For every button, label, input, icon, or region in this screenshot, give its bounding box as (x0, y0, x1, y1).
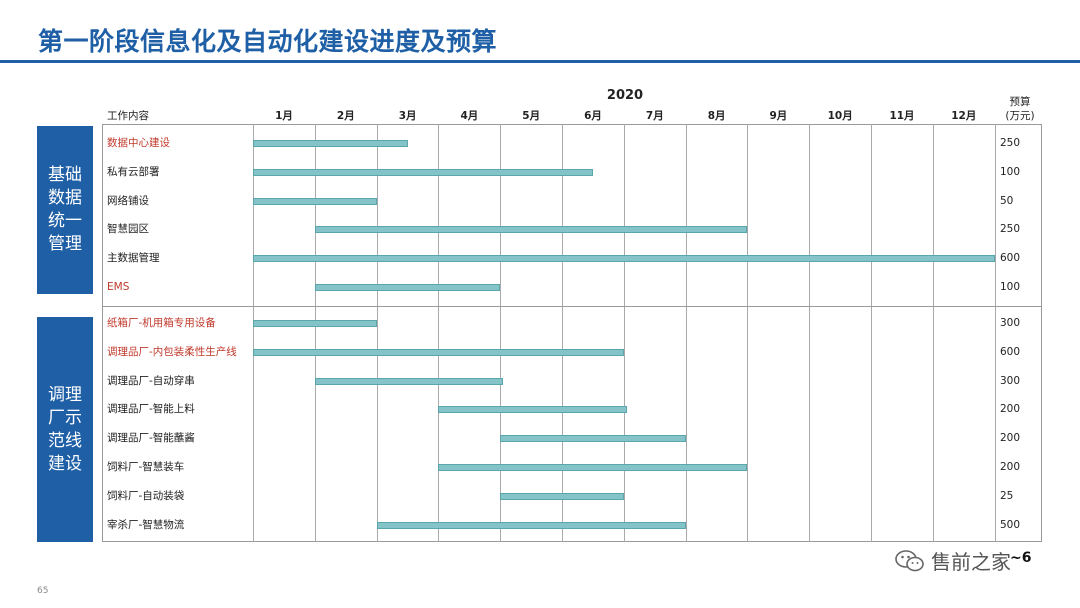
page-number: 65 (37, 586, 49, 596)
budget-value: 300 (1000, 374, 1021, 387)
budget-header-line1: 预算 (1009, 96, 1031, 108)
budget-value: 500 (1000, 518, 1021, 531)
gantt-bar (500, 435, 686, 443)
task-label: 调理品厂-智能上料 (107, 403, 195, 416)
group-label-foundation-data: 基础数据统一管理 (37, 126, 93, 294)
task-label: 饲料厂-自动装袋 (107, 489, 185, 502)
grid-vline (624, 124, 625, 542)
budget-value: 25 (1000, 489, 1014, 502)
gantt-bar (253, 255, 995, 263)
total-budget: ~6 (1010, 550, 1032, 566)
gantt-bar (500, 492, 624, 500)
gantt-bar (314, 284, 501, 291)
gantt-bar (438, 464, 748, 471)
gantt-bar (253, 197, 377, 205)
budget-value: 250 (1000, 137, 1021, 149)
gantt-bar (253, 320, 377, 327)
grid-vline (562, 124, 563, 542)
task-label: 调理品厂-内包装柔性生产线 (107, 345, 237, 358)
gantt-bar (253, 168, 593, 176)
grid-vline (253, 124, 254, 542)
budget-value: 100 (1000, 281, 1021, 293)
budget-value: 300 (1000, 317, 1021, 329)
task-label: 调理品厂-智能蘸酱 (107, 432, 195, 445)
month-header: 12月 (951, 110, 977, 122)
task-label: 私有云部署 (107, 165, 160, 178)
grid-vline (377, 124, 378, 542)
gantt-grid (102, 124, 1042, 542)
year-label: 2020 (606, 88, 644, 103)
watermark-text: 售前之家 (931, 550, 1011, 574)
budget-column-header: 预算 (万元) (996, 95, 1044, 123)
grid-vline (871, 124, 872, 542)
task-label: EMS (107, 281, 130, 293)
group-label-demo-line: 调理厂示范线建设 (37, 317, 93, 542)
grid-vline (315, 124, 316, 542)
task-label: 纸箱厂-机用箱专用设备 (107, 317, 216, 329)
month-header: 9月 (769, 110, 788, 122)
task-label: 饲料厂-智慧装车 (107, 461, 185, 473)
task-label: 网络铺设 (107, 194, 149, 207)
task-label: 调理品厂-自动穿串 (107, 374, 195, 387)
budget-value: 50 (1000, 194, 1014, 207)
budget-value: 200 (1000, 432, 1021, 445)
page-title: 第一阶段信息化及自动化建设进度及预算 (38, 27, 498, 56)
budget-value: 250 (1000, 223, 1021, 236)
grid-vline (686, 124, 687, 542)
gantt-bar (314, 377, 504, 385)
grid-vline (500, 124, 501, 542)
group-divider (102, 306, 1042, 307)
task-label: 主数据管理 (107, 252, 160, 265)
budget-value: 600 (1000, 252, 1021, 265)
month-header: 6月 (584, 110, 602, 122)
month-header: 4月 (460, 110, 479, 122)
title-divider (0, 60, 1080, 63)
month-header: 8月 (707, 110, 726, 122)
gantt-bar (438, 406, 627, 414)
task-label: 数据中心建设 (107, 137, 170, 149)
gantt-bar (253, 348, 624, 356)
gantt-bar (314, 226, 748, 234)
grid-vline (747, 124, 748, 542)
gantt-bar (376, 521, 686, 529)
task-label: 宰杀厂-智慧物流 (107, 518, 185, 531)
month-header: 3月 (398, 110, 417, 122)
grid-vline (438, 124, 439, 542)
grid-vline (995, 124, 996, 542)
budget-value: 100 (1000, 165, 1021, 178)
task-label: 智慧园区 (107, 223, 149, 236)
grid-vline (933, 124, 934, 542)
budget-value: 200 (1000, 403, 1021, 416)
month-header: 10月 (827, 110, 853, 122)
task-column-header: 工作内容 (107, 110, 149, 122)
grid-vline (809, 124, 810, 542)
month-header: 5月 (522, 110, 541, 122)
budget-header-line2: (万元) (1005, 110, 1035, 122)
budget-value: 600 (1000, 345, 1021, 358)
gantt-bar (253, 140, 408, 147)
budget-value: 200 (1000, 461, 1021, 473)
watermark: 售前之家 (895, 546, 1011, 575)
wechat-icon (895, 549, 924, 571)
month-header: 11月 (889, 110, 915, 122)
month-header: 2月 (336, 110, 355, 122)
month-header: 1月 (275, 110, 293, 122)
month-header: 7月 (645, 110, 664, 122)
